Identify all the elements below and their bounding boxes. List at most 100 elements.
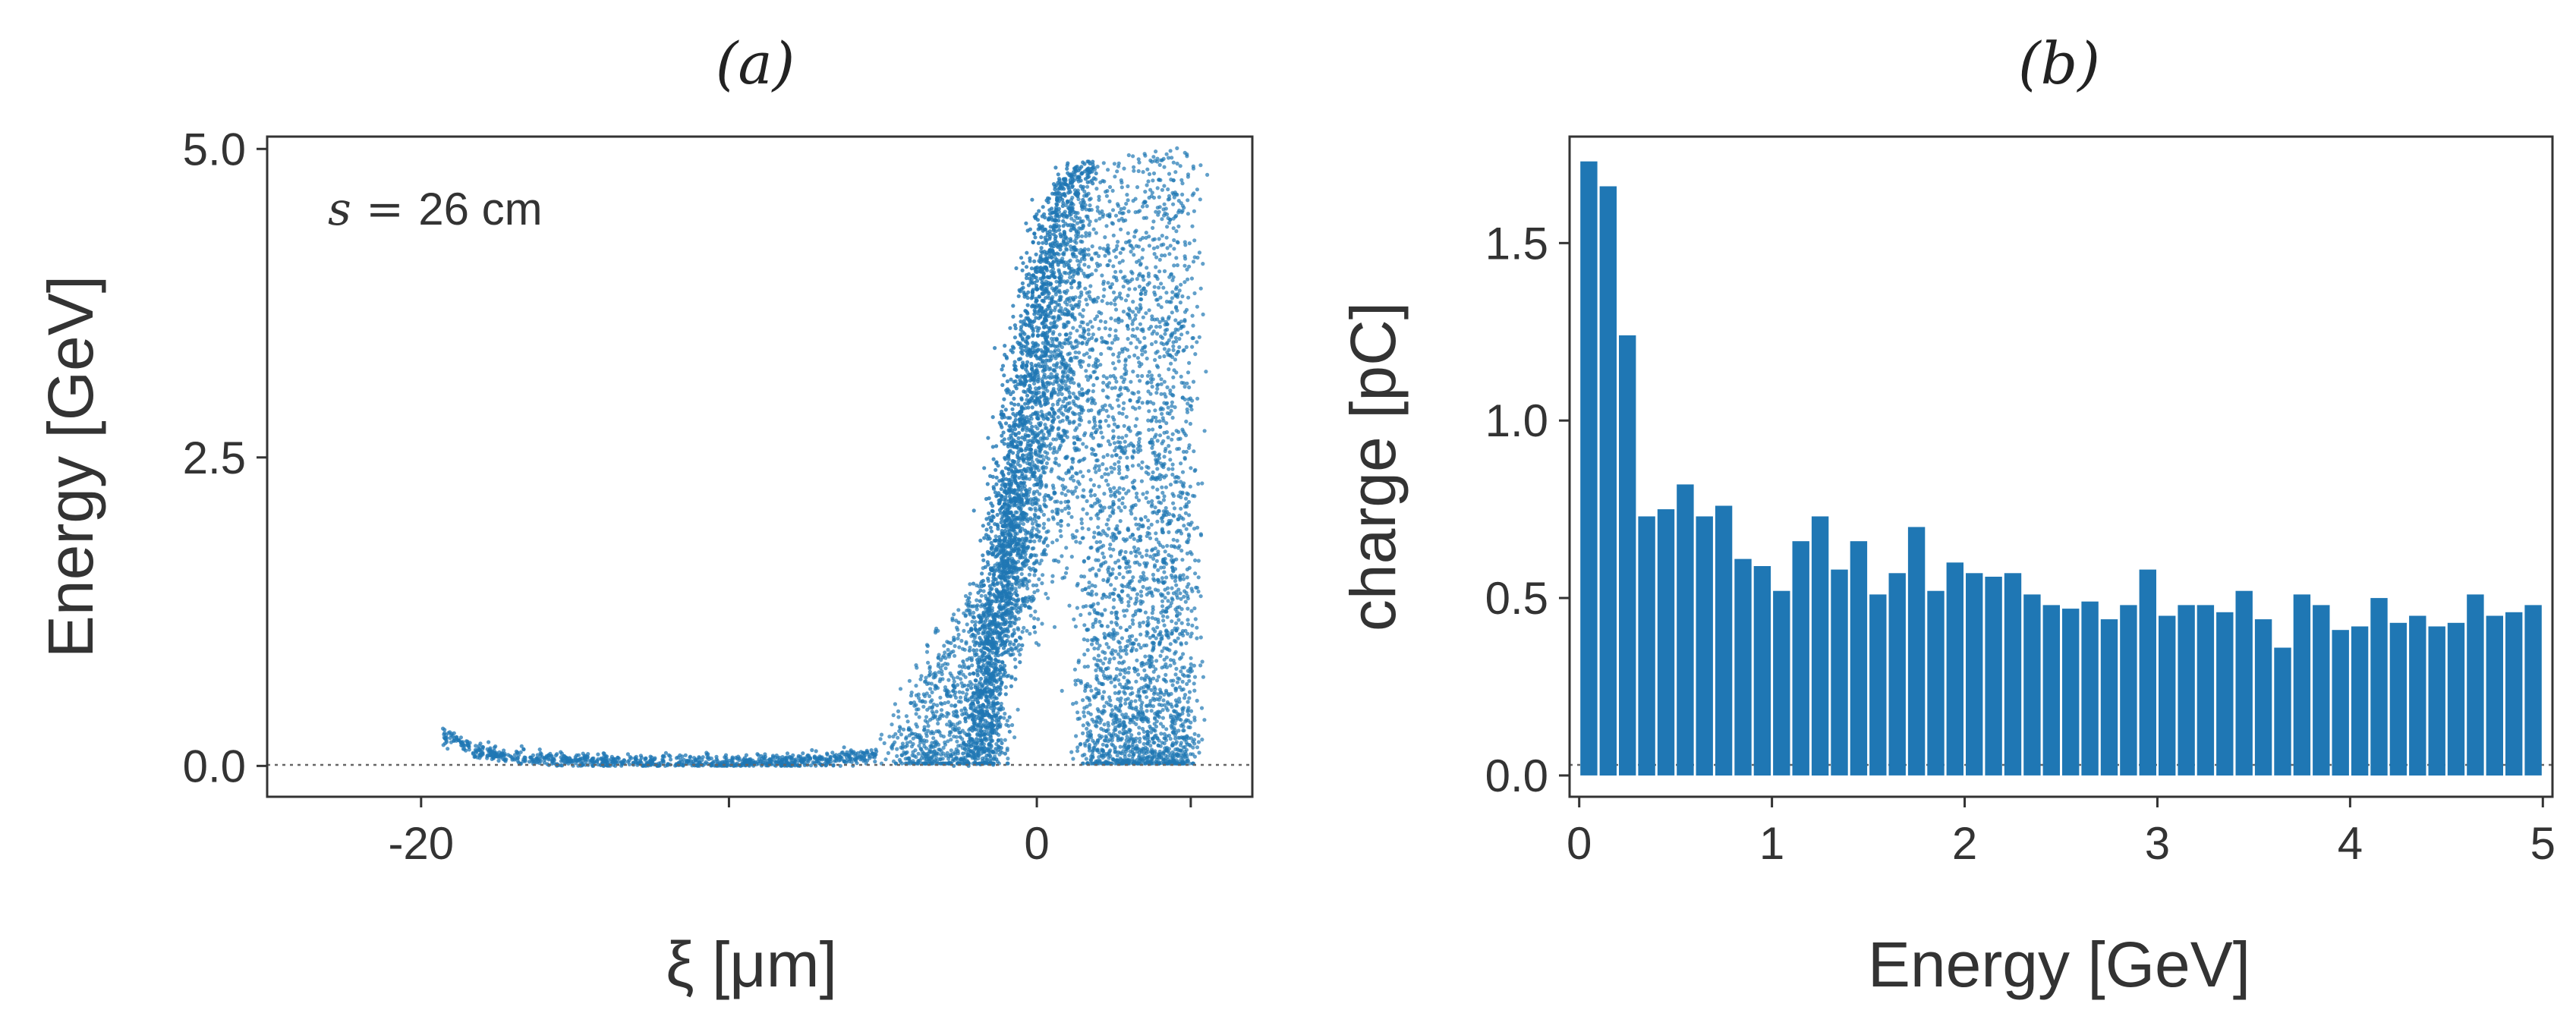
scatter-point [955,739,959,744]
scatter-point [1010,722,1015,728]
scatter-point [1166,405,1170,410]
scatter-point [1050,332,1055,336]
scatter-point [1170,290,1175,294]
scatter-point [1168,458,1173,462]
scatter-point [1049,321,1053,326]
scatter-point [1195,340,1199,345]
scatter-point [1082,263,1087,267]
scatter-point [1136,310,1141,314]
scatter-point [1185,381,1189,385]
scatter-point [1155,577,1160,582]
scatter-point [474,750,478,755]
scatter-point [1106,439,1110,444]
scatter-point [828,755,833,760]
scatter-point [1162,347,1167,351]
scatter-point [1032,470,1037,474]
scatter-point [1175,240,1179,244]
scatter-point [1142,278,1146,282]
scatter-point [1148,677,1152,681]
scatter-point [1123,448,1128,453]
scatter-point [1159,282,1164,286]
scatter-point [1048,497,1053,502]
scatter-point [1097,326,1101,331]
scatter-point [837,758,842,763]
scatter-point [1158,295,1163,300]
scatter-point [935,703,940,708]
scatter-point [1137,732,1142,736]
scatter-point [1157,452,1161,457]
scatter-point [940,663,945,668]
scatter-point [1180,711,1185,716]
scatter-point [1094,187,1099,191]
scatter-point [1101,462,1105,467]
scatter-point [1088,348,1092,352]
scatter-point [959,638,964,643]
scatter-point [1193,558,1198,563]
scatter-point [1145,549,1149,553]
scatter-point [1134,679,1138,684]
scatter-point [1126,603,1131,608]
scatter-point [1096,653,1101,658]
scatter-point [1145,577,1149,581]
scatter-point [1116,505,1121,510]
scatter-point [1176,618,1181,622]
scatter-point [960,691,965,695]
scatter-point [1073,214,1078,219]
scatter-point [934,673,938,678]
scatter-point [1179,380,1184,385]
scatter-point [1034,583,1039,588]
scatter-point [1115,616,1120,621]
scatter-point [1137,405,1142,410]
scatter-point [1177,288,1182,293]
scatter-point [870,751,874,757]
scatter-point [1137,579,1142,584]
scatter-point [1066,511,1071,516]
scatter-point [1090,325,1094,329]
scatter-point [1151,401,1156,406]
scatter-point [1145,695,1149,700]
scatter-point [1143,190,1148,194]
scatter-point [1195,304,1199,309]
scatter-point [1134,705,1138,710]
scatter-point [1070,274,1075,279]
scatter-point [1073,350,1078,354]
scatter-point [1193,617,1198,621]
scatter-point [1082,488,1086,492]
scatter-point [650,755,654,760]
scatter-point [943,688,947,693]
scatter-point [806,759,811,764]
scatter-point [1064,332,1069,337]
scatter-point [1169,554,1174,558]
scatter-point [519,744,524,748]
scatter-point [1032,590,1037,595]
scatter-point [1131,310,1135,314]
scatter-point [1074,700,1079,705]
scatter-point [1153,357,1157,362]
scatter-point [1075,188,1080,193]
scatter-point [1075,678,1080,683]
scatter-point [1154,678,1160,683]
scatter-point [1181,573,1186,577]
scatter-point [1085,374,1089,379]
scatter-point [1123,505,1127,510]
scatter-point [1039,409,1044,414]
scatter-point [1094,668,1098,673]
scatter-point [1086,469,1091,474]
scatter-point [1107,259,1112,263]
scatter-point [1097,540,1103,544]
scatter-point [1179,531,1184,536]
scatter-point [1041,526,1046,530]
scatter-point [1112,422,1116,426]
scatter-point [1157,419,1162,423]
scatter-point [1077,351,1082,355]
scatter-point [1013,638,1018,643]
scatter-point [1176,735,1181,740]
scatter-point [968,680,972,684]
scatter-point [1059,306,1063,310]
scatter-point [1155,159,1160,164]
scatter-point [924,739,929,744]
scatter-point [1158,722,1164,726]
scatter-point [968,645,972,650]
scatter-point [948,724,953,728]
scatter-point [1152,285,1157,289]
